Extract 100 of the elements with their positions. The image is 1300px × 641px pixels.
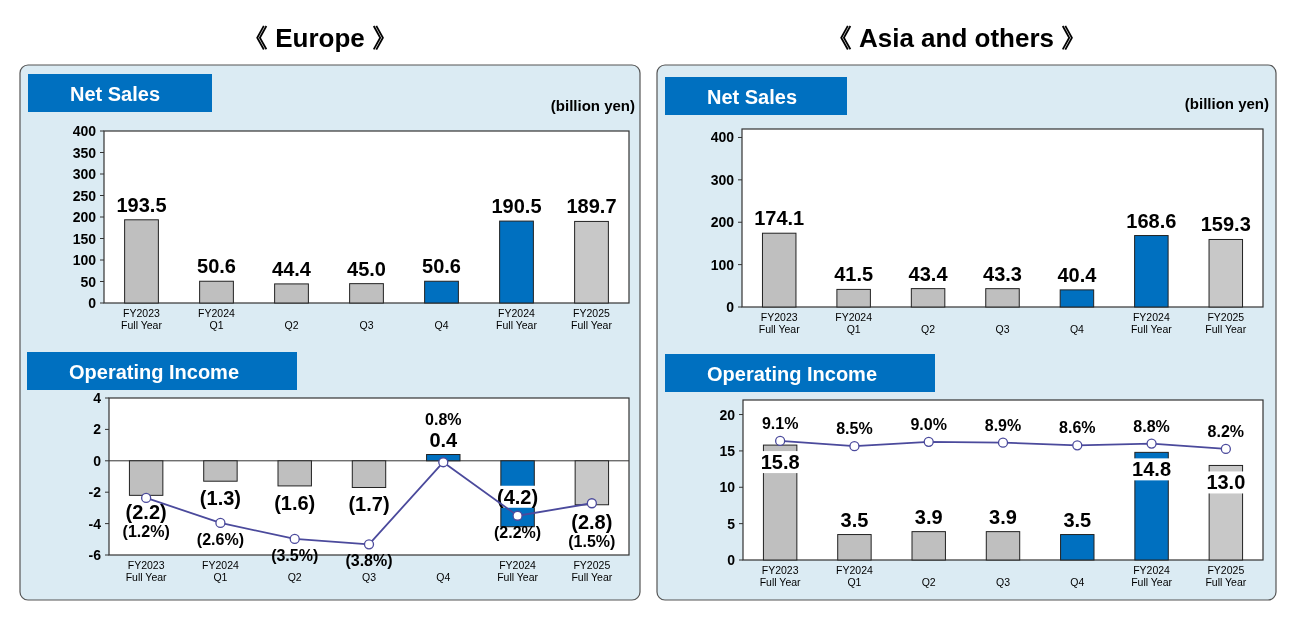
data-label: 3.5 [1063, 508, 1092, 531]
data-label: 3.9 [989, 505, 1017, 528]
x-tick-label: FY2025 Full Year [571, 307, 613, 331]
data-label: 3.5 [840, 508, 869, 531]
y-tick-label: 0 [726, 299, 735, 315]
data-label: (4.2) [497, 485, 539, 508]
data-label: 8.6% [1059, 419, 1096, 437]
y-tick-label: -4 [88, 515, 102, 532]
x-tick-label: Q3 [361, 571, 377, 583]
data-label: (3.5%) [271, 546, 319, 564]
point [997, 437, 1009, 448]
bar [836, 288, 871, 308]
x-tick-label: Q2 [921, 323, 936, 335]
data-label: (1.6) [274, 491, 316, 514]
x-tick-label: FY2024 Full Year [497, 559, 539, 583]
data-label: 193.5 [116, 193, 167, 216]
bar [349, 283, 384, 304]
y-tick-label: 300 [72, 166, 97, 182]
x-tick-label: FY2024 Full Year [1130, 311, 1173, 335]
data-label: (1.3) [199, 487, 241, 510]
data-label: 13.0 [1206, 471, 1246, 494]
x-tick-label: Q3 [995, 576, 1011, 588]
data-label: 8.9% [984, 416, 1022, 434]
x-tick-label: Q4 [1069, 323, 1085, 335]
data-label: 174.1 [754, 207, 805, 230]
y-tick-label: 2 [93, 421, 102, 438]
chart-subtitle: Net Sales [707, 86, 798, 108]
y-tick-label: 300 [710, 171, 735, 188]
data-label: (3.8%) [345, 552, 393, 570]
bar [761, 232, 797, 308]
chart-title: Operating Income [69, 361, 240, 383]
y-tick-label: 10 [719, 479, 736, 496]
x-tick-label: FY2024 Q1 [202, 559, 239, 583]
bar [124, 219, 159, 304]
x-tick-label: Q3 [359, 319, 374, 331]
y-tick-label: 350 [72, 144, 97, 161]
y-tick-label: 15 [719, 442, 736, 459]
point [512, 510, 523, 521]
y-tick-label: 5 [727, 515, 736, 532]
data-label: 0.4 [429, 428, 459, 451]
bar [985, 531, 1021, 561]
data-label: 50.6 [197, 255, 236, 278]
data-label: 43.4 [908, 262, 949, 285]
x-tick-label: Q2 [921, 576, 936, 588]
chart-title: 《 Europe 》 [241, 23, 399, 53]
y-tick-label: 20 [719, 406, 736, 423]
bar [1060, 534, 1095, 561]
y-tick-label: 400 [72, 123, 97, 139]
x-tick-label: FY2024 Q1 [835, 311, 873, 335]
x-tick-label: FY2024 Q1 [198, 307, 236, 331]
bar [1208, 238, 1244, 308]
data-label: 3.9 [914, 505, 943, 528]
data-label: (2.8) [571, 510, 613, 533]
point [774, 435, 786, 447]
y-tick-label: 0 [88, 295, 97, 311]
x-tick-label: FY2024 Q1 [836, 564, 873, 588]
x-tick-label: Q2 [287, 571, 302, 583]
data-label: (2.6%) [196, 530, 244, 548]
bar [911, 531, 946, 561]
bar [574, 220, 609, 304]
data-label: 44.4 [272, 257, 312, 280]
data-label: 189.7 [566, 195, 617, 218]
data-label: 15.8 [760, 451, 800, 474]
chart-subtitle: Net Sales [70, 83, 161, 105]
point [1220, 443, 1232, 455]
x-tick-label: Q3 [995, 323, 1010, 335]
bar [499, 220, 534, 304]
y-tick-label: 250 [72, 187, 97, 204]
x-tick-label: FY2023 Full Year [758, 311, 801, 335]
x-tick-label: Q2 [284, 319, 299, 331]
text: (billion yen) [1184, 95, 1269, 112]
data-label: 43.3 [983, 262, 1022, 285]
data-label: 8.8% [1133, 417, 1170, 435]
y-tick-label: 400 [710, 129, 735, 146]
y-tick-label: 200 [710, 214, 735, 231]
chart-title: 《 Asia and others 》 [825, 23, 1088, 53]
data-label: 9.1% [761, 414, 799, 432]
data-label: 159.3 [1200, 213, 1251, 236]
y-tick-label: 50 [80, 273, 97, 290]
point [586, 498, 598, 509]
data-label: 8.5% [836, 420, 873, 438]
x-tick-label: Q4 [434, 319, 449, 331]
y-tick-label: -6 [88, 547, 102, 563]
point [140, 492, 152, 504]
point [1072, 440, 1083, 451]
x-tick-label: FY2023 Full Year [759, 564, 802, 588]
data-label: 45.0 [347, 257, 386, 280]
x-tick-label: FY2025 Full Year [1205, 564, 1247, 588]
data-label: (2.2) [125, 501, 167, 524]
y-tick-label: -2 [88, 484, 102, 501]
bar [274, 283, 309, 304]
data-label: 8.2% [1207, 422, 1245, 440]
point [289, 533, 300, 545]
point [1146, 438, 1157, 449]
bar [985, 288, 1020, 308]
data-label: 190.5 [491, 195, 542, 218]
point [363, 539, 375, 550]
data-label: (1.5%) [568, 532, 616, 550]
data-label: (1.2%) [122, 523, 170, 541]
point [215, 517, 226, 529]
